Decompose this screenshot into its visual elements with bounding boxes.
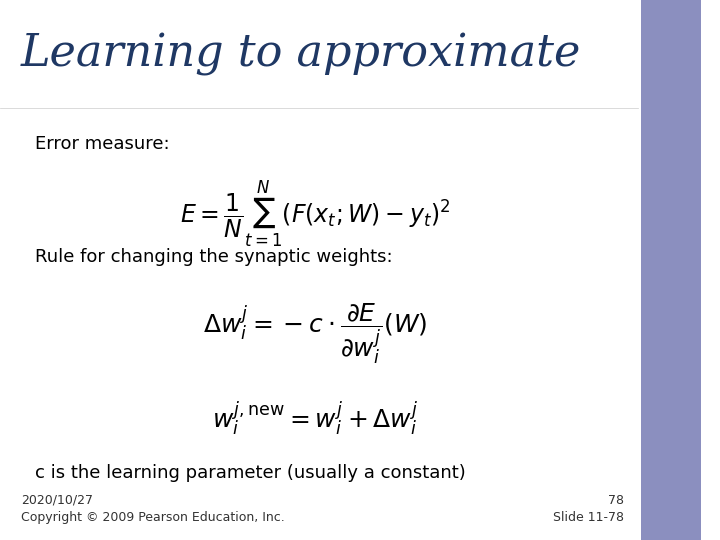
- Text: c is the learning parameter (usually a constant): c is the learning parameter (usually a c…: [35, 464, 466, 482]
- FancyBboxPatch shape: [642, 0, 701, 540]
- Text: $E = \dfrac{1}{N}\sum_{t=1}^{N}(F(x_t;W)-y_t)^2$: $E = \dfrac{1}{N}\sum_{t=1}^{N}(F(x_t;W)…: [180, 178, 451, 249]
- Text: Rule for changing the synaptic weights:: Rule for changing the synaptic weights:: [35, 248, 392, 266]
- Text: $w_i^{j,\mathrm{new}} = w_i^j + \Delta w_i^j$: $w_i^{j,\mathrm{new}} = w_i^j + \Delta w…: [212, 400, 418, 438]
- Text: Learning to approximate: Learning to approximate: [21, 32, 582, 76]
- Text: 2020/10/27
Copyright © 2009 Pearson Education, Inc.: 2020/10/27 Copyright © 2009 Pearson Educ…: [21, 494, 285, 524]
- Text: $\Delta w_i^j = -c \cdot \dfrac{\partial E}{\partial w_i^j}(W)$: $\Delta w_i^j = -c \cdot \dfrac{\partial…: [203, 302, 428, 367]
- Text: 78
Slide 11-78: 78 Slide 11-78: [553, 494, 624, 524]
- Text: Error measure:: Error measure:: [35, 135, 170, 153]
